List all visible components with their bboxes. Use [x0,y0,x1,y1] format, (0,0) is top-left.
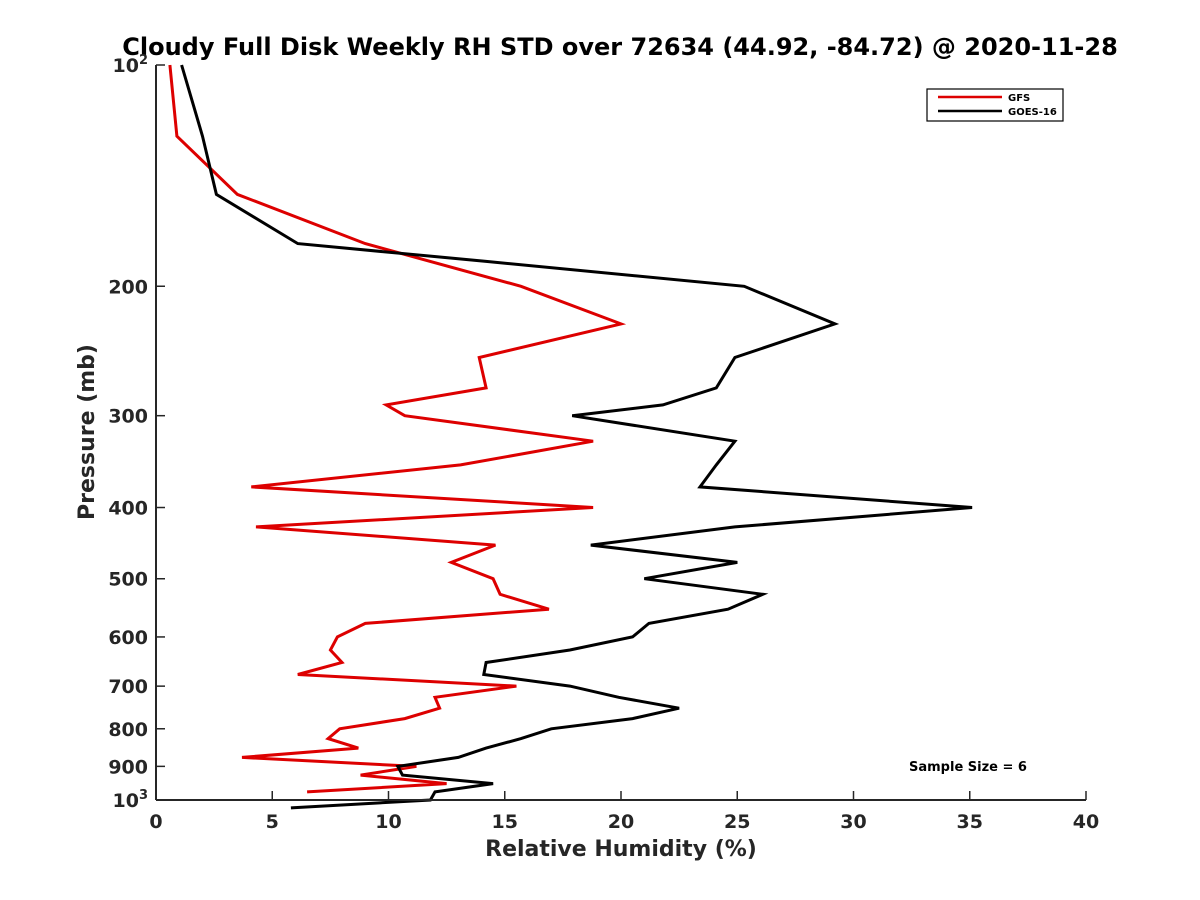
y-tick-label: 300 [108,406,148,428]
series-layer [168,64,973,810]
x-axis-label: Relative Humidity (%) [485,837,757,862]
y-tick-label: 500 [108,569,148,591]
x-tick-label: 10 [375,811,401,833]
series-line-gfs [168,64,627,794]
x-tick-label: 30 [840,811,866,833]
y-tick-label: 400 [108,498,148,520]
sample-size-annotation: Sample Size = 6 [909,760,1027,775]
y-axis-label: Pressure (mb) [75,344,100,520]
y-tick-label: 103 [113,788,149,812]
x-tick-label: 5 [266,811,279,833]
legend-label-goes16: GOES-16 [1008,107,1057,118]
y-tick-label: 102 [113,53,149,77]
x-tick-label: 25 [724,811,750,833]
legend-label-gfs: GFS [1008,93,1030,104]
series-line-goes16 [180,64,973,810]
x-tick-label: 15 [492,811,518,833]
y-tick-label: 700 [108,676,148,698]
y-tick-label: 900 [108,756,148,778]
x-tick-label: 40 [1073,811,1099,833]
plot-area [156,65,1086,800]
y-ticks: 102 200 300 400 500 600 700 800 900 103 [108,53,165,812]
legend: GFS GOES-16 [926,88,1064,122]
x-tick-label: 20 [608,811,634,833]
x-tick-label: 35 [957,811,983,833]
chart-title: Cloudy Full Disk Weekly RH STD over 7263… [122,33,1118,61]
plot-background [156,65,1086,800]
y-tick-label: 800 [108,719,148,741]
x-ticks: 0 5 10 15 20 25 30 35 40 [149,791,1099,833]
x-tick-label: 0 [149,811,162,833]
y-tick-label: 600 [108,627,148,649]
y-tick-label: 200 [108,276,148,298]
legend-box [926,88,1064,122]
